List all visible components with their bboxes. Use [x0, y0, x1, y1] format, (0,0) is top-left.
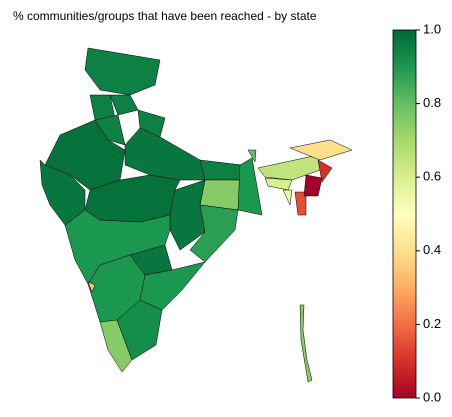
colorbar-tick-label: 0.4 — [423, 242, 441, 257]
colorbar-tick-label: 1.0 — [423, 21, 441, 36]
region — [199, 179, 241, 211]
region — [317, 159, 333, 183]
colorbar-tick-label: 0.0 — [423, 389, 441, 404]
region — [294, 191, 307, 216]
region — [109, 94, 139, 116]
region — [116, 299, 163, 361]
region — [289, 139, 353, 161]
chart-title: % communities/groups that have been reac… — [13, 9, 317, 23]
region — [99, 319, 133, 373]
region — [264, 177, 293, 191]
region — [303, 174, 323, 197]
region — [64, 209, 171, 285]
region — [87, 281, 96, 293]
region — [237, 157, 263, 216]
colorbar-tick-label: 0.8 — [423, 95, 441, 110]
colorbar-tick-label: 0.2 — [423, 316, 441, 331]
colorbar — [392, 29, 417, 399]
colorbar-tick-label: 0.6 — [423, 169, 441, 184]
region — [124, 127, 206, 181]
region — [299, 304, 313, 383]
region — [84, 47, 161, 96]
region — [282, 189, 293, 206]
region — [199, 159, 243, 181]
region — [247, 149, 257, 163]
